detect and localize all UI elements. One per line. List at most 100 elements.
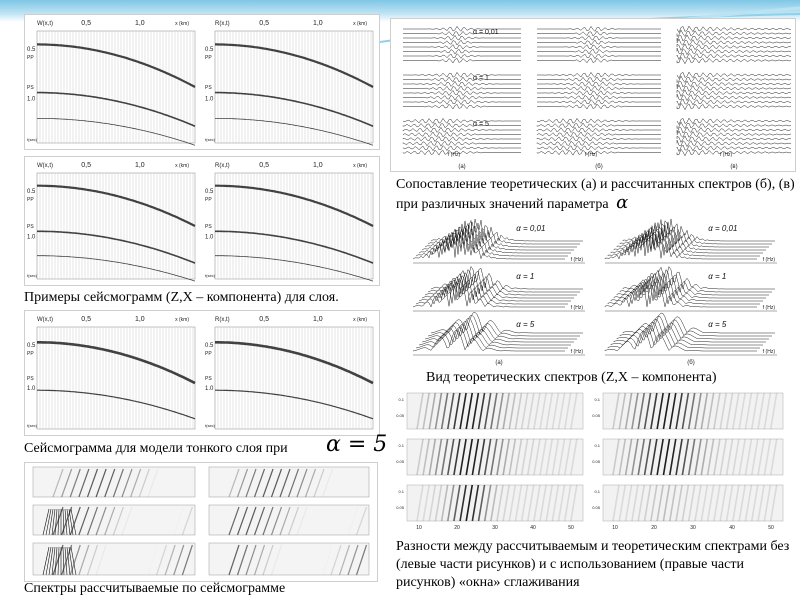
alpha-label: α = 1: [516, 272, 534, 281]
comparison-panel: [676, 25, 792, 65]
wave-front-1: [37, 389, 196, 420]
theoretical-panel: [412, 218, 585, 264]
wave-front-1: [37, 91, 196, 127]
comparison-panel: [536, 117, 661, 156]
spectrum-panel: [208, 542, 370, 576]
spectrum-bands: [42, 506, 193, 536]
y-tick: 1.0: [205, 386, 214, 392]
wave-label: PS: [205, 376, 212, 382]
caption-seismo-examples: Примеры сейсмограмм (Z,X – компонента) д…: [24, 290, 339, 305]
seismo-frame: [214, 30, 374, 144]
caption-thin-layer: Сейсмограмма для модели тонкого слоя при: [24, 441, 288, 456]
sublabel: (а): [458, 164, 465, 170]
y-unit: t(sec): [27, 137, 38, 142]
y-tick: 0.5: [27, 189, 36, 195]
seismo-traces: [36, 327, 196, 429]
axis-unit: f (Hz): [448, 152, 461, 158]
seismo-traces: [36, 173, 196, 282]
x-tick: 0,5: [81, 20, 91, 27]
wave-label: PS: [27, 85, 34, 91]
x-unit: x (km): [353, 317, 367, 323]
y-tick: 0.5: [27, 47, 36, 53]
caption-comparison: Сопоставление теоретических (а) и рассчи…: [396, 176, 796, 214]
panel-label: R(x,t): [215, 21, 230, 27]
y-unit: t(sec): [27, 273, 38, 278]
panel-label: W(x,t): [37, 317, 53, 323]
difference-panel: [406, 392, 584, 430]
wave-front-0: [215, 43, 374, 88]
seismo-traces: [214, 31, 374, 146]
wave-label: PS: [205, 85, 212, 91]
y-tick: 0.5: [205, 189, 214, 195]
alpha-label: α = 0,01: [516, 224, 545, 233]
sublabel: (а): [495, 360, 502, 366]
y-unit: t(sec): [205, 137, 216, 142]
x-tick: 10: [416, 525, 422, 531]
x-tick: 0,5: [259, 316, 269, 323]
alpha-label: α = 0,01: [708, 224, 737, 233]
axis-unit: f (Hz): [585, 152, 598, 158]
x-tick: 1,0: [313, 162, 323, 169]
alpha-label: α = 5: [516, 320, 535, 329]
y-tick: 1.0: [27, 96, 36, 102]
comparison-panel: [402, 117, 521, 156]
difference-panel: [602, 484, 784, 522]
x-tick: 1,0: [135, 162, 145, 169]
wave-front-0: [37, 184, 196, 227]
panel-label: W(x,t): [37, 163, 53, 169]
wave-label: PP: [205, 197, 212, 203]
wave-front-0: [215, 184, 374, 227]
x-tick: 20: [454, 525, 460, 531]
sublabel: (в): [730, 164, 737, 170]
thin-layer-formula: α = 5: [326, 432, 388, 457]
theoretical-spectra-figure: α = 0,01 f (Hz) α = 1 f (Hz) α = 5 f (Hz) α = …: [394, 214, 784, 368]
spectrum-panel: [32, 504, 196, 536]
y-unit: t(sec): [27, 423, 38, 428]
spectrum-bands: [52, 468, 159, 498]
difference-panel: [602, 392, 784, 430]
alpha-label: α = 5: [473, 121, 489, 128]
y-tick: 0.1: [398, 443, 404, 448]
x-tick: 0,5: [81, 316, 91, 323]
spectra-seismogram-figure: [24, 462, 378, 582]
wave-label: PP: [27, 55, 34, 61]
y-tick: 0.5: [27, 343, 36, 349]
comparison-panel: [676, 117, 792, 157]
seismo-traces: [214, 327, 374, 429]
seismo-traces: [36, 31, 196, 146]
wave-front-1: [37, 230, 196, 264]
x-tick: 0,5: [259, 162, 269, 169]
x-tick: 20: [651, 525, 657, 531]
y-tick: 0.05: [592, 505, 601, 510]
alpha-label: α = 5: [708, 320, 727, 329]
y-tick: 0.5: [205, 343, 214, 349]
spectrum-bands: [228, 468, 334, 498]
x-unit: x (km): [175, 163, 189, 169]
y-tick: 0.1: [398, 397, 404, 402]
panel-label: W(x,t): [37, 21, 53, 27]
caption-differences: Разности между рассчитываемым и теоретич…: [396, 539, 790, 590]
x-tick: 0,5: [81, 162, 91, 169]
spectrum-panel: [32, 542, 196, 576]
alpha-label: α = 0,01: [473, 29, 499, 36]
wave-label: PS: [27, 224, 34, 230]
comparison-panel: [537, 71, 661, 110]
axis-unit: f (Hz): [763, 349, 776, 355]
wave-front-1: [215, 230, 374, 264]
y-tick: 0.05: [396, 413, 405, 418]
y-tick: 0.05: [396, 505, 405, 510]
caption-comparison-symbol: α: [616, 192, 629, 213]
x-tick: 1,0: [135, 316, 145, 323]
difference-panel: [406, 484, 584, 522]
y-unit: t(sec): [205, 423, 216, 428]
wave-front-1: [215, 389, 374, 420]
spectrum-panel: [208, 504, 370, 536]
theoretical-panel: [412, 265, 585, 312]
theoretical-panel: [604, 312, 777, 356]
difference-panel: [406, 438, 584, 476]
y-tick: 0.1: [594, 489, 600, 494]
seismogram-figure-1: W(x,t) 0,5 1,0 x (km) 0.5 1.0 PP PS t(sec) R(x,t)…: [24, 14, 380, 150]
spectrum-bands: [228, 544, 368, 576]
y-tick: 0.05: [592, 413, 601, 418]
x-tick: 50: [568, 525, 574, 531]
